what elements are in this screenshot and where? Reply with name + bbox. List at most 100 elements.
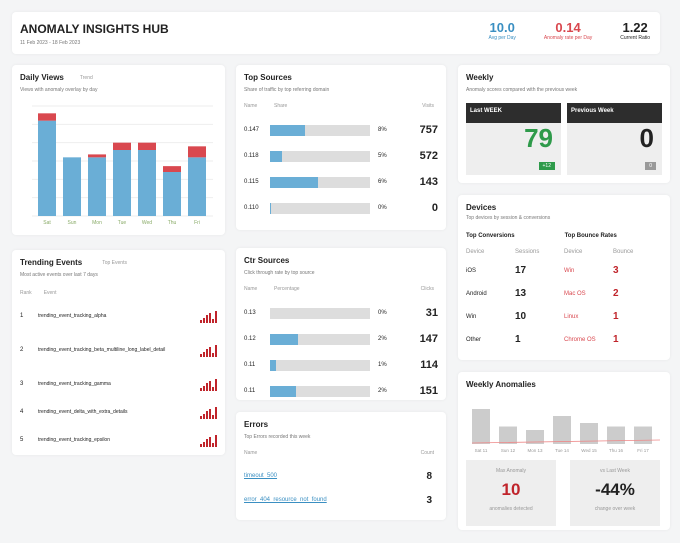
bounce: 3	[613, 265, 619, 276]
error-name[interactable]: error_404_resource_not_found	[244, 497, 327, 503]
rank: 5	[20, 437, 24, 443]
tile-value: 10	[501, 480, 521, 499]
visits: 114	[420, 359, 438, 371]
x-tick-label: Sun 12	[501, 448, 516, 453]
error-count: 3	[426, 494, 432, 506]
share-pct: 0%	[378, 310, 387, 316]
daily-views-chart: Sat Sun Mon Tue Wed Thu Fri	[32, 105, 213, 226]
col-header: Sessions	[515, 249, 540, 255]
x-tick-label: Wed	[142, 220, 152, 226]
stat-value: 0.14	[555, 20, 581, 35]
header-stat: 1.22 Current Ratio	[620, 20, 650, 41]
share-pct: 6%	[378, 179, 387, 185]
bounce: 1	[613, 334, 619, 345]
col-header: Share	[274, 103, 288, 109]
sparkline	[200, 345, 217, 357]
stat-label: Current Ratio	[620, 35, 650, 41]
event-name: trending_event_tracking_gamma	[38, 381, 111, 387]
table-row[interactable]: timeout_500 8	[244, 464, 432, 488]
col-header: Device	[564, 249, 583, 255]
col-header: Name	[244, 450, 258, 456]
card-subtitle: Anomaly scores compared with the previou…	[466, 87, 578, 93]
tile-value: 79	[524, 123, 553, 153]
col-header: Name	[244, 103, 258, 109]
share-bar	[270, 385, 370, 397]
bounce: 2	[613, 288, 619, 299]
share-pct: 1%	[378, 362, 387, 368]
header-card: ANOMALY INSIGHTS HUB 11 Feb 2023 - 18 Fe…	[12, 12, 660, 54]
card-title: Trending Events	[20, 258, 83, 267]
card-tag: Top Events	[102, 259, 127, 266]
source-name: 0.118	[244, 153, 259, 159]
stat-label: Anomaly rate per Day	[543, 35, 593, 41]
header-stat: 0.14 Anomaly rate per Day	[544, 20, 592, 41]
bar-Sun-0	[63, 157, 81, 216]
tile-value: -44%	[595, 480, 635, 499]
col-header: Name	[244, 286, 258, 292]
error-name[interactable]: timeout_500	[244, 473, 278, 479]
card-title: Errors	[244, 420, 269, 429]
share-bar	[270, 202, 370, 214]
ctr-sources-card: Ctr Sources Click through rate by top sou…	[236, 248, 446, 400]
anomaly-tile: vs Last Week -44% change over week	[570, 460, 660, 526]
share-bar	[270, 359, 370, 371]
device: Win	[466, 313, 477, 320]
rank: 2	[20, 347, 24, 353]
group-title: Top Bounce Rates	[564, 233, 617, 239]
visits: 143	[419, 176, 438, 188]
trending-events-card: Trending Events Top Events Most active ev…	[12, 250, 225, 455]
error-count: 8	[426, 470, 432, 482]
share-bar	[270, 124, 370, 136]
col-header: Percentage	[274, 286, 300, 292]
weekly-tile: Previous Week 0 0	[567, 103, 662, 175]
visits: 151	[419, 385, 438, 397]
sparkline	[200, 379, 217, 391]
device: Win	[564, 267, 575, 274]
header-stat: 10.0 Avg per Day	[488, 20, 515, 41]
visits: 0	[431, 202, 438, 214]
card-subtitle: Most active events over last 7 days	[20, 272, 98, 278]
card-title: Devices	[466, 203, 497, 212]
rank: 3	[20, 381, 24, 387]
bar-Sat-1	[38, 113, 56, 121]
x-tick-label: Mon 13	[527, 448, 543, 453]
list-item[interactable]: 1 trending_event_tracking_alpha	[20, 302, 220, 330]
tile-head: Last WEEK	[466, 103, 561, 123]
sessions: 1	[515, 334, 521, 345]
anomaly-bar	[472, 409, 490, 444]
x-tick-label: Sun	[68, 220, 77, 226]
bar-Thu-0	[163, 172, 181, 216]
share-pct: 0%	[378, 205, 387, 211]
col-header: Rank	[20, 290, 32, 296]
list-item[interactable]: 3 trending_event_tracking_gamma	[20, 370, 220, 398]
table-row: 0.11 2% 151	[244, 378, 438, 404]
list-item[interactable]: 5 trending_event_tracking_epsilon	[20, 426, 220, 454]
device: Mac OS	[564, 290, 586, 297]
top-sources-card: Top Sources Share of traffic by top refer…	[236, 65, 446, 230]
table-row: Other 1 Chrome OS 1	[466, 328, 662, 351]
device: Linux	[564, 313, 579, 320]
table-row[interactable]: error_404_resource_not_found 3	[244, 488, 432, 512]
anomaly-bar	[526, 430, 544, 444]
share-bar	[270, 333, 370, 345]
share-bar	[270, 176, 370, 188]
event-name: trending_event_delta_with_extra_details	[38, 409, 128, 415]
tile-badge: 0	[645, 162, 656, 170]
table-row: 0.110 0% 0	[244, 195, 438, 221]
list-item[interactable]: 2 trending_event_tracking_beta_multiline_…	[20, 330, 220, 370]
tile-sub: anomalies detected	[489, 506, 533, 512]
anomaly-bar	[634, 426, 652, 444]
event-name: trending_event_tracking_beta_multiline_l…	[38, 347, 166, 353]
weekly-anomalies-chart: Sat 11 Sun 12 Mon 13 Tue 14 Wed 15 Thu 16 Fri …	[471, 409, 661, 453]
sparkline	[200, 435, 217, 447]
table-row: Android 13 Mac OS 2	[466, 282, 662, 305]
visits: 31	[425, 307, 438, 319]
table-row: Win 10 Linux 1	[466, 305, 662, 328]
list-item[interactable]: 4 trending_event_delta_with_extra_details	[20, 398, 220, 426]
card-subtitle: Share of traffic by top referring domain	[244, 87, 330, 93]
table-row: 0.11 1% 114	[244, 352, 438, 378]
group-title: Top Conversions	[466, 233, 515, 239]
bar-Fri-0	[188, 157, 206, 216]
source-name: 0.11	[244, 388, 256, 394]
tile-label: Max Anomaly	[495, 468, 526, 474]
